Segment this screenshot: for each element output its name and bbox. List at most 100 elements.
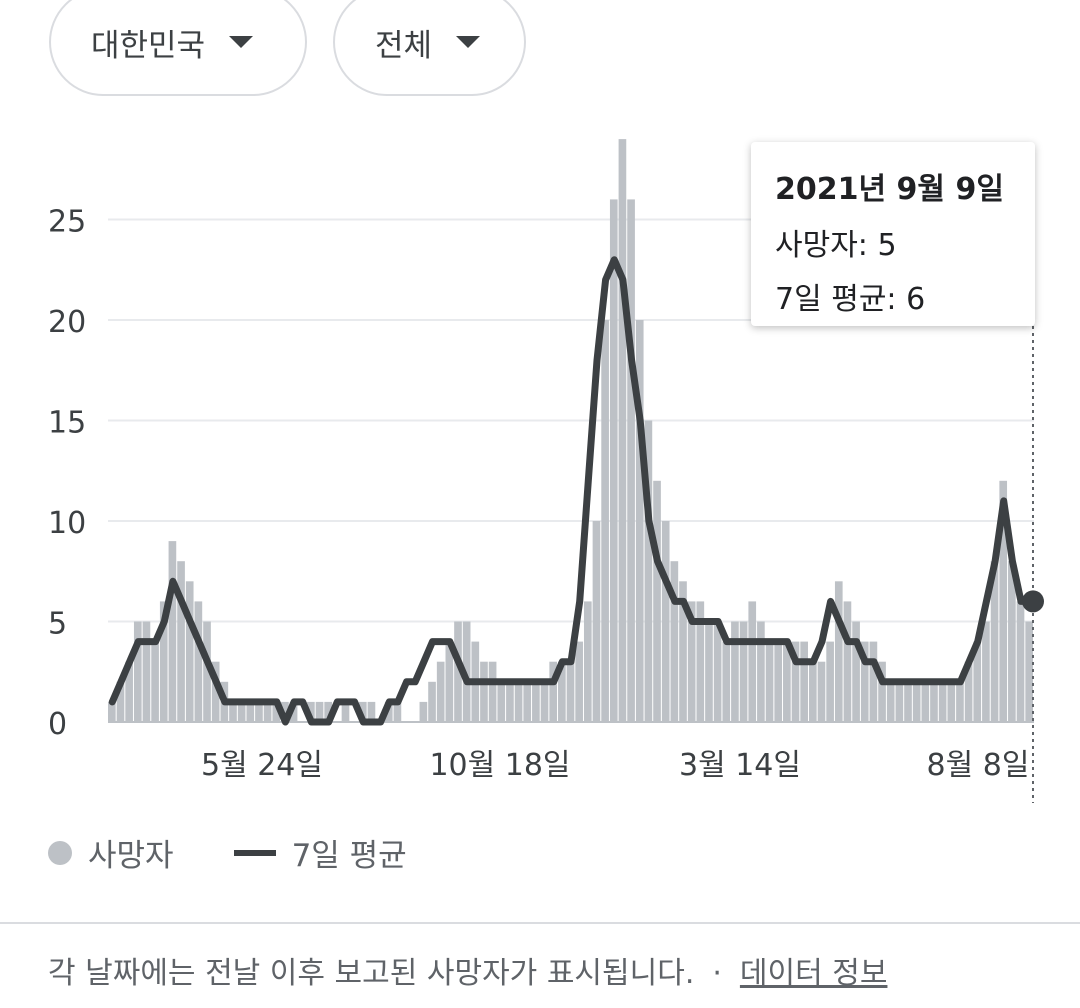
deaths-bar	[367, 701, 376, 722]
deaths-bar	[125, 661, 133, 722]
deaths-bar	[808, 661, 817, 722]
deaths-bar	[731, 621, 739, 722]
deaths-bar	[895, 681, 904, 722]
footer: 각 날짜에는 전날 이후 보고된 사망자가 표시됩니다. · 데이터 정보	[48, 948, 887, 992]
deaths-bar	[748, 601, 757, 722]
deaths-bar	[687, 601, 696, 722]
deaths-bar	[921, 681, 930, 722]
deaths-bar	[635, 320, 644, 722]
y-tick-label: 5	[48, 607, 67, 642]
deaths-bar	[826, 641, 834, 722]
deaths-bar	[358, 701, 367, 722]
data-info-link[interactable]: 데이터 정보	[739, 956, 888, 991]
deaths-bar	[930, 681, 938, 722]
deaths-bar	[696, 601, 705, 722]
deaths-bar	[532, 681, 540, 722]
country-filter-label: 대한민국	[91, 27, 206, 64]
deaths-bar	[627, 199, 635, 722]
hover-point	[1022, 590, 1044, 613]
deaths-bar	[722, 641, 731, 722]
tooltip-date: 2021년 9월 9일	[775, 172, 1004, 207]
avg-line	[108, 256, 1034, 726]
deaths-bar	[307, 701, 315, 722]
deaths-bar	[583, 601, 592, 722]
deaths-bar	[194, 601, 203, 722]
deaths-bar	[168, 541, 177, 722]
deaths-bar	[843, 601, 852, 722]
dropdown-arrow-icon	[456, 36, 481, 48]
deaths-bar	[445, 641, 454, 722]
deaths-bar	[592, 521, 601, 722]
deaths-bar	[644, 420, 653, 722]
y-axis-labels: 0 5 10 15 20 25	[48, 205, 86, 743]
deaths-bar	[558, 661, 566, 722]
deaths-bar	[341, 701, 350, 722]
deaths-bar	[281, 701, 289, 722]
footer-separator: ·	[712, 956, 722, 991]
deaths-bar	[601, 320, 609, 722]
deaths-bar	[1016, 601, 1025, 722]
dropdown-arrow-icon	[229, 36, 254, 48]
deaths-chart[interactable]: 0 5 10 15 20 25 5월 24일 10월 18일 3월 14일 8월 8일	[0, 0, 1080, 820]
deaths-bar	[783, 641, 791, 722]
deaths-bar	[878, 661, 886, 722]
deaths-bar	[462, 621, 471, 722]
deaths-bar	[713, 621, 722, 722]
deaths-bar	[263, 701, 272, 722]
deaths-bar	[324, 701, 333, 722]
deaths-bar	[670, 561, 679, 722]
x-axis-labels: 5월 24일 10월 18일 3월 14일 8월 8일	[201, 748, 1029, 783]
legend-avg-label: 7일 평균	[291, 838, 407, 874]
y-tick-label: 10	[48, 506, 86, 541]
y-tick-label: 15	[48, 406, 86, 441]
deaths-bar	[177, 561, 185, 722]
deaths-bar	[142, 621, 151, 722]
deaths-bar	[757, 621, 765, 722]
deaths-bar	[159, 601, 168, 722]
y-tick-label: 0	[48, 707, 67, 742]
deaths-bar	[393, 701, 402, 722]
deaths-bar	[523, 681, 532, 722]
deaths-bar	[679, 581, 687, 722]
deaths-bar	[834, 581, 843, 722]
deaths-bar	[609, 199, 618, 722]
deaths-bar	[739, 621, 748, 722]
deaths-bar	[506, 681, 514, 722]
deaths-bar	[514, 681, 523, 722]
deaths-bar	[956, 681, 964, 722]
avg-legend-line-icon	[233, 849, 276, 856]
deaths-legend-dot-icon	[48, 840, 72, 865]
scope-filter-dropdown[interactable]: 전체	[333, 0, 526, 96]
deaths-bar	[229, 701, 237, 722]
deaths-bar	[653, 480, 661, 722]
deaths-bars	[108, 139, 1033, 723]
deaths-bar	[575, 641, 583, 722]
deaths-bar	[272, 701, 281, 722]
deaths-bar	[904, 681, 912, 722]
chart-tooltip: 2021년 9월 9일 사망자: 5 7일 평균: 6	[751, 142, 1035, 326]
deaths-bar	[488, 661, 497, 722]
deaths-bar	[549, 661, 558, 722]
deaths-bar	[1025, 621, 1033, 722]
deaths-bar	[912, 681, 921, 722]
deaths-bar	[419, 701, 428, 722]
deaths-bar	[151, 641, 159, 722]
deaths-bar	[428, 681, 436, 722]
deaths-bar	[964, 661, 973, 722]
scope-filter-label: 전체	[375, 27, 433, 64]
x-tick-label: 3월 14일	[679, 748, 801, 783]
deaths-bar	[211, 661, 220, 722]
deaths-bar	[540, 681, 549, 722]
deaths-bar	[116, 681, 125, 722]
deaths-bar	[705, 621, 713, 722]
x-tick-label: 5월 24일	[201, 748, 323, 783]
country-filter-dropdown[interactable]: 대한민국	[49, 0, 307, 96]
deaths-bar	[765, 641, 774, 722]
divider	[0, 922, 1080, 924]
deaths-bar	[800, 641, 808, 722]
deaths-bar	[618, 139, 627, 723]
deaths-bar	[133, 621, 142, 722]
legend-deaths-label: 사망자	[88, 838, 174, 874]
deaths-bar	[289, 701, 298, 722]
deaths-bar	[237, 701, 246, 722]
